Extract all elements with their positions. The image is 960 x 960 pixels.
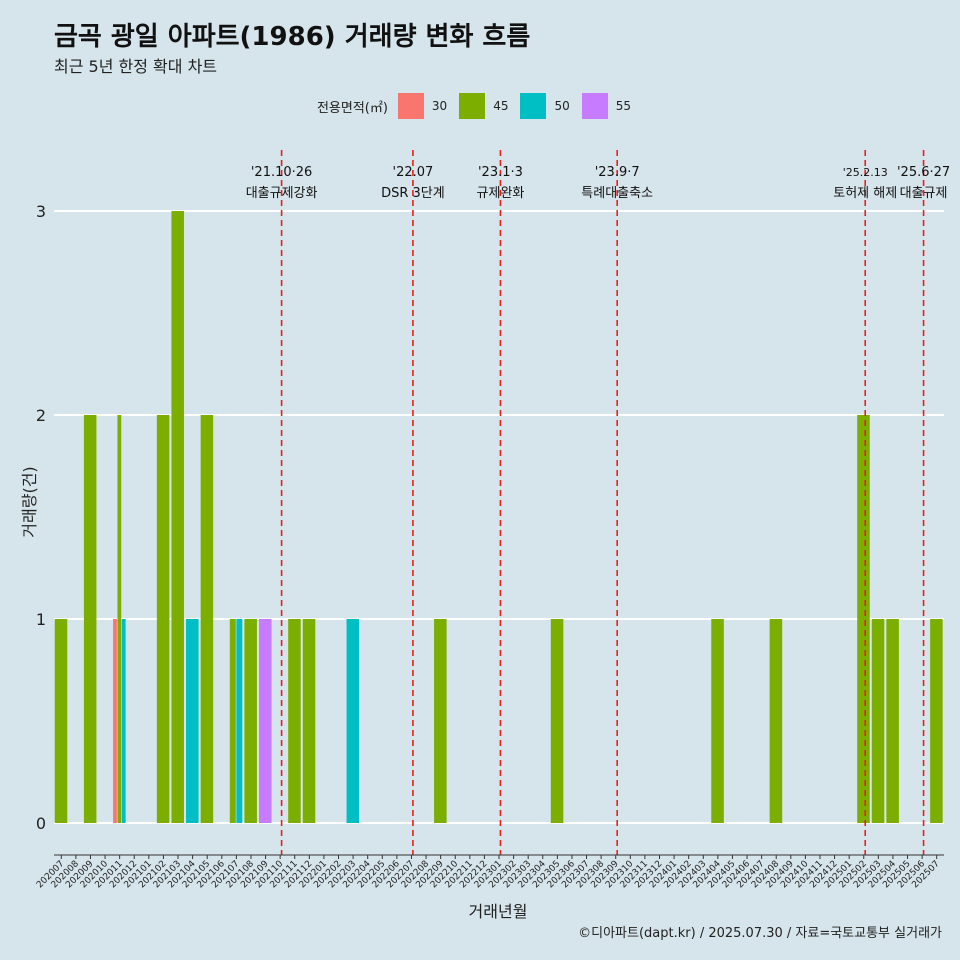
bar-202305-45: [550, 619, 564, 823]
x-axis-label: 거래년월: [468, 902, 528, 921]
bar-202109-55: [258, 619, 272, 823]
bar-202408-45: [769, 619, 783, 823]
y-axis-label: 거래량(건): [20, 466, 39, 538]
bar-202007-45: [54, 619, 68, 823]
chart-title: 금곡 광일 아파트(1986) 거래량 변화 흐름: [54, 22, 531, 52]
legend: 전용면적(㎡) 30 45 50 55: [0, 93, 960, 119]
bar-202108-45: [244, 619, 257, 823]
legend-item-45: 45: [459, 93, 512, 119]
bar-202111-45: [288, 619, 301, 823]
event-date-label: '22.07: [393, 165, 434, 180]
bar-202504-45: [886, 619, 899, 823]
event-desc-label: 토허제 해제: [833, 186, 897, 201]
y-tick-label: 0: [36, 814, 46, 833]
bar-202507-45: [930, 619, 943, 823]
bar-202107-50: [236, 619, 243, 823]
bar-202502-45: [857, 415, 870, 823]
bar-202107-45: [229, 619, 236, 823]
legend-swatch-55: [581, 93, 608, 119]
event-date-label: '23.1·3: [478, 165, 523, 180]
legend-swatch-50: [520, 93, 547, 119]
bar-202203-50: [346, 619, 360, 823]
legend-item-30: 30: [397, 93, 451, 119]
bar-202503-45: [871, 619, 885, 823]
bar-202209-45: [434, 619, 447, 823]
event-desc-label: DSR 3단계: [381, 186, 445, 201]
bar-202011-30: [113, 619, 117, 823]
axis-layer: 0123202007202008202009202010202011202012…: [35, 202, 944, 890]
event-layer: '21.10·26 대출규제강화 '22.07 DSR 3단계 '23.1·3 규제완화 '…: [246, 150, 950, 855]
legend-title: 전용면적(㎡): [316, 100, 388, 116]
bar-202104-50: [186, 619, 199, 823]
legend-label-50: 50: [554, 99, 570, 113]
y-tick-label: 1: [36, 610, 46, 629]
legend-item-55: 55: [581, 93, 635, 119]
bar-202105-45: [200, 415, 214, 823]
chart-caption: ©디아파트(dapt.kr) / 2025.07.30 / 자료=국토교통부 실…: [578, 926, 942, 941]
event-date-label: '23.9·7: [595, 165, 640, 180]
bar-202011-50: [121, 619, 126, 823]
event-desc-label: 규제완화: [477, 186, 525, 201]
legend-label-55: 55: [615, 99, 632, 113]
bar-202009-45: [83, 415, 97, 823]
legend-label-45: 45: [493, 99, 509, 113]
bar-202112-45: [302, 619, 316, 823]
event-desc-label: 대출규제: [900, 186, 948, 201]
legend-swatch-30: [397, 93, 424, 119]
bar-202102-45: [156, 415, 170, 823]
event-date-label: '25.2.13: [843, 166, 888, 179]
legend-label-30: 30: [431, 99, 448, 113]
y-tick-label: 3: [36, 202, 46, 221]
bar-202103-45: [171, 211, 184, 823]
bar-202404-45: [711, 619, 724, 823]
bar-202011-45: [117, 415, 122, 823]
chart-subtitle: 최근 5년 한정 확대 차트: [54, 57, 218, 76]
event-desc-label: 특례대출축소: [581, 186, 653, 201]
legend-swatch-45: [459, 93, 486, 119]
y-tick-label: 2: [36, 406, 46, 425]
bar-layer: [54, 211, 943, 823]
legend-item-50: 50: [520, 93, 573, 119]
event-date-label: '21.10·26: [251, 165, 312, 180]
event-desc-label: 대출규제강화: [246, 186, 318, 201]
event-date-label: '25.6·27: [897, 165, 950, 180]
